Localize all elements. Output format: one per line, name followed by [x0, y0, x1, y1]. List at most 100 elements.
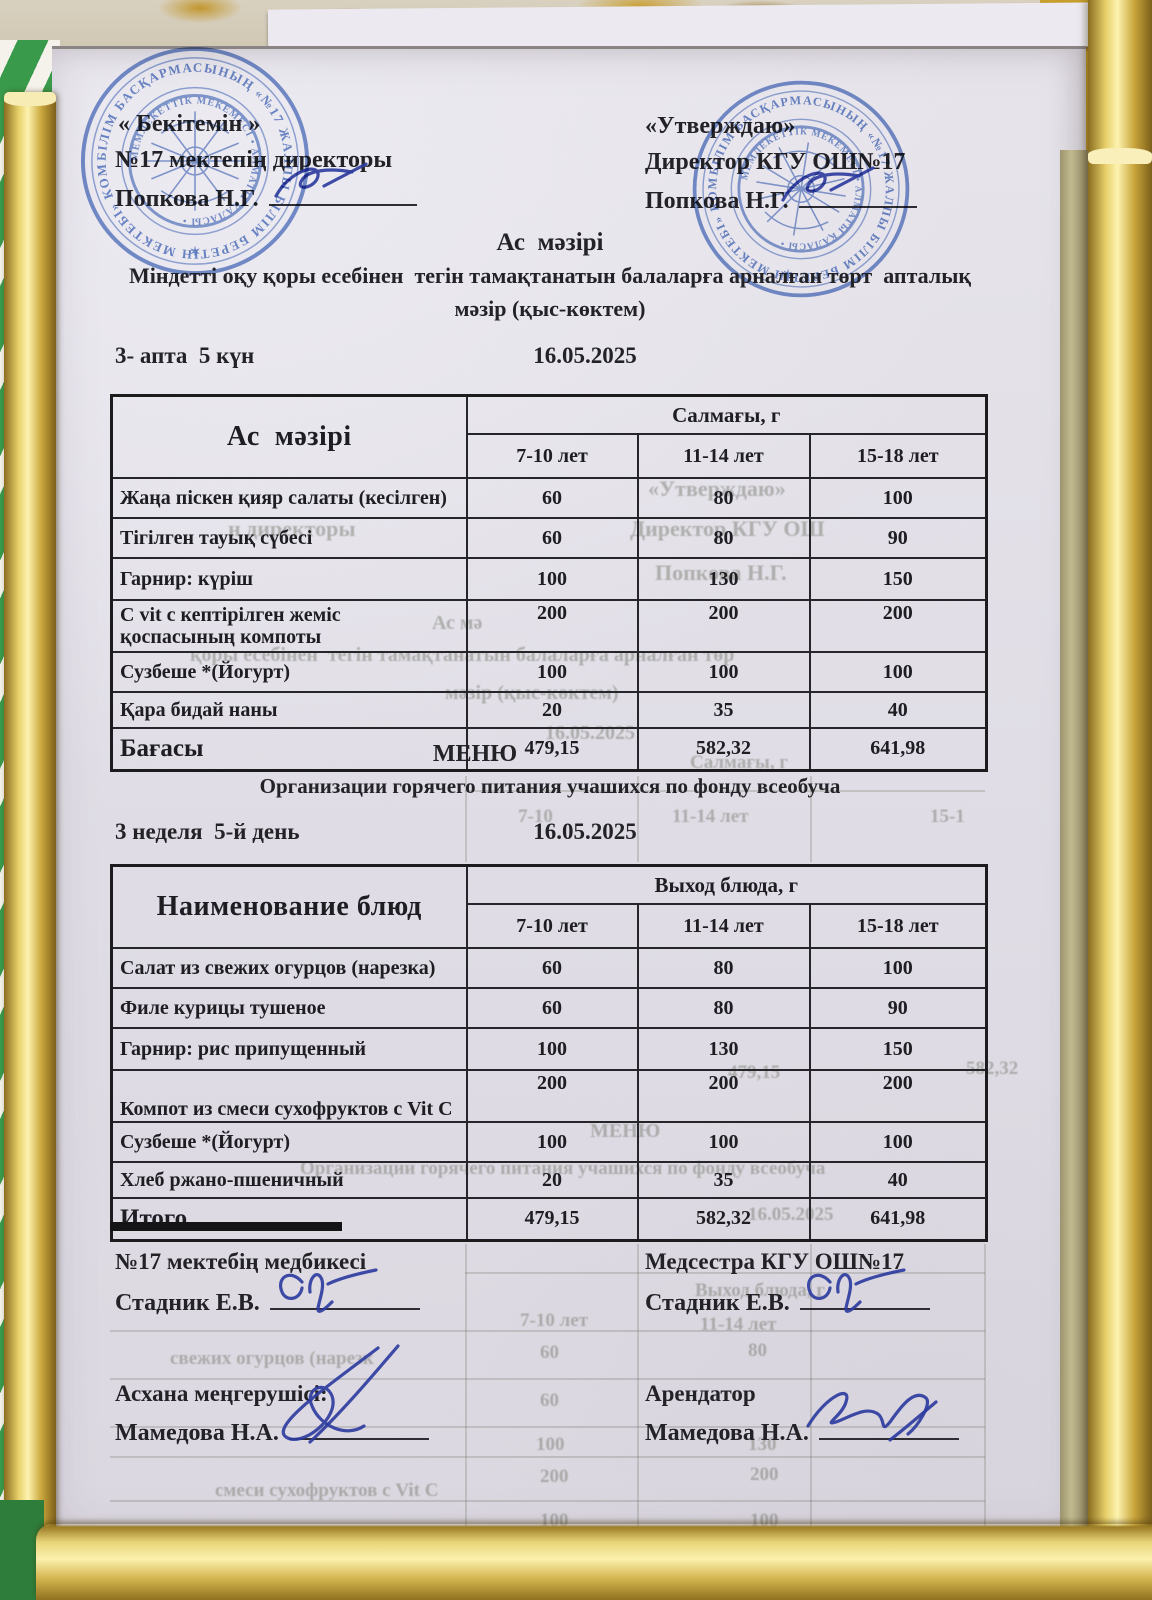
weight-cell: 100 — [465, 557, 639, 601]
menu-table-kazakh: Ас мәзірі Салмағы, г 7-10 лет 11-14 лет … — [110, 394, 989, 772]
tenant-ru-name-text: Мамедова Н.А. — [645, 1420, 809, 1446]
weight-cell: 100 — [808, 651, 988, 693]
date-ru: 16.05.2025 — [533, 819, 637, 844]
weight-cell: 40 — [808, 1161, 988, 1199]
weight-cell: 80 — [636, 477, 811, 519]
total-value-cell: 479,15 — [465, 727, 639, 771]
ghost-grid-line — [110, 1456, 985, 1458]
weight-cell: 150 — [808, 557, 988, 601]
weight-cell: 35 — [636, 1161, 811, 1199]
stamp-star: ✶ — [781, 267, 793, 282]
age-header-cell: 7-10 лет — [465, 433, 639, 479]
dish-name-cell: С vit с кептірілген жеміс қоспасының ком… — [110, 599, 468, 653]
ghost-text: смеси сухофруктов с Vit C — [215, 1480, 439, 1501]
weight-cell: 20 — [465, 691, 639, 729]
dish-name-cell: Жаңа піскен қияр салаты (кесілген) — [110, 477, 468, 519]
nurse-kz-name: Стадник Е.В. — [115, 1288, 420, 1317]
dish-name-cell: Гарнир: рис припущенный — [110, 1027, 468, 1071]
weight-cell: 40 — [808, 691, 988, 729]
group-header-cell: Выход блюда, г — [465, 864, 988, 905]
group-header-cell: Салмағы, г — [465, 394, 988, 435]
table-row: Хлеб ржано-пшеничный 20 35 40 — [110, 1161, 988, 1199]
frame-bar-right-cap — [1088, 148, 1152, 164]
corner-header-cell: Наименование блюд — [110, 864, 468, 949]
ghost-grid-line — [110, 1378, 985, 1380]
weight-cell: 60 — [465, 947, 639, 989]
weight-cell: 80 — [636, 987, 811, 1029]
signature-line — [288, 1418, 429, 1440]
tenant-signature-ru — [806, 1391, 938, 1442]
weight-cell: 100 — [808, 1121, 988, 1163]
weight-cell: 100 — [465, 1121, 639, 1163]
director-signature-kz — [274, 162, 368, 198]
weight-cell: 90 — [808, 517, 988, 559]
week-day-ru: 3 неделя 5-й день — [115, 819, 300, 844]
table-border-artifact — [110, 1222, 342, 1231]
weight-cell: 200 — [465, 1069, 639, 1123]
weight-cell: 200 — [636, 1069, 811, 1123]
paper-sheet — [52, 46, 1086, 1535]
approval-kz-role: №17 мектепің директоры — [115, 147, 393, 173]
doc-title-kz: Ас мәзірі — [496, 229, 604, 256]
weight-cell: 20 — [465, 1161, 639, 1199]
dish-name-cell: Салат из свежих огурцов (нарезка) — [110, 947, 468, 989]
ghost-number: 200 — [540, 1466, 569, 1487]
age-header-cell: 15-18 лет — [808, 433, 988, 479]
table-row: С vit с кептірілген жеміс қоспасының ком… — [110, 599, 988, 653]
dish-name-cell: Гарнир: күріш — [110, 557, 468, 601]
age-header-cell: 7-10 лет — [465, 903, 639, 949]
ghost-text: 7-10 — [518, 806, 553, 827]
table-row: Филе курицы тушеное 60 80 90 — [110, 987, 988, 1029]
weight-cell: 200 — [808, 1069, 988, 1123]
signature-line — [798, 186, 917, 208]
official-stamp-left: БІЛІМ БАСҚАРМАСЫНЫҢ «№17 ЖАЛПЫ БІЛІМ БЕР… — [76, 42, 310, 276]
approval-kz-quote: « Бекітемін » — [118, 111, 261, 137]
weight-cell: 100 — [636, 651, 811, 693]
ghost-number: 100 — [536, 1434, 565, 1455]
canteen-kz-name-text: Мамедова Н.А. — [115, 1420, 279, 1446]
weight-cell: 80 — [636, 947, 811, 989]
weight-cell: 200 — [808, 599, 988, 653]
nurse-signature-ru — [807, 1268, 906, 1313]
doc-subtitle-ru: Организации горячего питания учашихся по… — [259, 774, 841, 798]
ghost-text: 11-14 лет — [672, 806, 749, 827]
table-row: Салат из свежих огурцов (нарезка) 60 80 … — [110, 947, 988, 989]
table-row: Сузбеше *(Йогурт) 100 100 100 — [110, 1121, 988, 1163]
weight-cell: 100 — [465, 1027, 639, 1071]
total-value-cell: 582,32 — [636, 1197, 811, 1241]
table-header-row: Наименование блюд Выход блюда, г — [110, 864, 988, 949]
weight-cell: 90 — [808, 987, 988, 1029]
table-row: Гарнир: рис припущенный 100 130 150 — [110, 1027, 988, 1071]
ghost-grid-line — [110, 1426, 985, 1428]
dish-name-cell: Филе курицы тушеное — [110, 987, 468, 1029]
dish-name-cell: Қара бидай наны — [110, 691, 468, 729]
age-header-cell: 11-14 лет — [636, 903, 811, 949]
official-stamp-right: БІЛІМ БАСҚАРМАСЫНЫҢ «№17 ЖАЛПЫ БІЛІМ БЕР… — [672, 60, 915, 299]
canteen-kz-role: Асхана меңгерушісі: — [115, 1381, 328, 1406]
total-label-cell: Бағасы — [110, 727, 468, 771]
total-value-cell: 641,98 — [808, 727, 988, 771]
ghost-text: свежих огурцов (нарезк — [170, 1348, 374, 1369]
date-kz: 16.05.2025 — [533, 343, 637, 368]
frame-bar-right — [1088, 0, 1152, 1600]
dish-name-cell: Сузбеше *(Йогурт) — [110, 1121, 468, 1163]
ghost-grid-line — [465, 776, 467, 862]
nurse-kz-role: №17 мектебің медбикесі — [115, 1249, 367, 1274]
ghost-grid-line — [465, 1272, 985, 1274]
weight-cell: 60 — [465, 517, 639, 559]
stamp-emblem — [756, 142, 846, 236]
director-signature-ru — [781, 166, 875, 202]
frame-bar-left — [4, 92, 56, 1600]
ghost-grid-line — [984, 1244, 986, 1528]
table-row: Компот из смеси сухофруктов с Vit C 200 … — [110, 1069, 988, 1123]
dish-name-cell: Тігілген тауық сүбесі — [110, 517, 468, 559]
stamp-emblem — [147, 111, 243, 211]
ghost-text: 11-14 лет — [700, 1314, 777, 1335]
weight-cell: 200 — [636, 599, 811, 653]
nurse-ru-name: Стадник Е.В. — [645, 1288, 930, 1317]
weight-cell: 100 — [465, 651, 639, 693]
ghost-grid-line — [810, 1244, 812, 1528]
table-row: Сузбеше *(Йогурт) 100 100 100 — [110, 651, 988, 693]
dish-name-cell: Сузбеше *(Йогурт) — [110, 651, 468, 693]
